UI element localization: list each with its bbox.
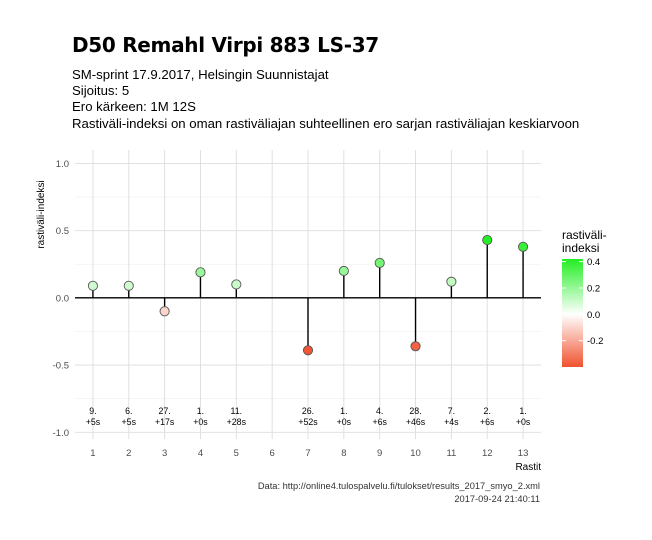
legend-colorbar [562, 259, 583, 367]
diff-label: +5s [86, 417, 101, 427]
x-tick-label: 9 [377, 448, 382, 459]
diff-label: +52s [298, 417, 318, 427]
point-1 [87, 280, 98, 291]
caption-source: Data: http://online4.tulospalvelu.fi/tul… [257, 481, 540, 491]
grid [75, 150, 541, 439]
y-axis-title: rastiväli-indeksi [36, 180, 47, 248]
x-tick-label: 5 [234, 448, 239, 459]
point-9 [374, 257, 385, 268]
rank-label: 6. [125, 406, 132, 416]
rank-label: 27. [158, 406, 170, 416]
subtitle-line-description: Rastiväli-indeksi on oman rastiväliajan … [72, 115, 580, 131]
y-tick-label: 1.0 [56, 159, 69, 170]
x-axis-title: Rastit [515, 462, 541, 473]
legend-tick-label: 0.0 [587, 310, 600, 321]
rank-label: 28. [409, 406, 421, 416]
diff-label: +6s [372, 417, 387, 427]
legend-title: indeksi [562, 241, 599, 255]
diff-label: +46s [406, 417, 426, 427]
x-tick-label: 13 [518, 448, 529, 459]
rank-label: 1. [340, 406, 347, 416]
rank-label: 2. [484, 406, 491, 416]
y-tick-label: 0.0 [56, 293, 69, 304]
x-tick-label: 8 [341, 448, 346, 459]
x-tick-label: 7 [305, 448, 310, 459]
legend-tick-label: -0.2 [587, 336, 603, 347]
rank-label: 4. [376, 406, 383, 416]
point-7 [302, 345, 314, 356]
subtitle-line-event: SM-sprint 17.9.2017, Helsingin Suunnista… [72, 67, 329, 82]
rank-label: 11. [231, 406, 243, 416]
y-tick-label: 0.5 [56, 226, 69, 237]
point-4 [195, 267, 206, 278]
legend-tick-label: 0.4 [587, 257, 600, 268]
x-tick-label: 12 [482, 448, 493, 459]
diff-label: +4s [444, 417, 459, 427]
diff-label: +0s [193, 417, 208, 427]
diff-label: +28s [227, 417, 247, 427]
rank-label: 26. [302, 406, 314, 416]
point-3 [159, 306, 170, 317]
x-tick-label: 6 [270, 448, 275, 459]
point-labels: 9.+5s6.+5s27.+17s1.+0s11.+28s26.+52s1.+0… [86, 406, 531, 427]
chart-caption: Data: http://online4.tulospalvelu.fi/tul… [258, 480, 540, 506]
caption-timestamp: 2017-09-24 21:40:11 [454, 494, 540, 504]
legend-title: rastiväli- [562, 228, 607, 242]
data-marks [87, 235, 529, 356]
legend-tick-label: 0.2 [587, 283, 600, 294]
x-tick-label: 1 [90, 448, 95, 459]
chart-subtitle: SM-sprint 17.9.2017, Helsingin Suunnista… [72, 67, 579, 132]
point-10 [410, 341, 421, 352]
rank-label: 7. [448, 406, 455, 416]
point-8 [338, 265, 349, 277]
rank-label: 1. [519, 406, 526, 416]
diff-label: +0s [337, 417, 352, 427]
diff-label: +0s [516, 417, 531, 427]
x-tick-label: 3 [162, 448, 167, 459]
color-legend: rastiväli-indeksi 0.4 0.2 0.0 -0.2 [562, 228, 607, 367]
y-tick-label: -0.5 [53, 361, 69, 372]
x-tick-label: 2 [126, 448, 131, 459]
point-5 [231, 279, 242, 290]
diff-label: +5s [122, 417, 137, 427]
subtitle-line-rank: Sijoitus: 5 [72, 83, 130, 99]
y-tick-label: -1.0 [53, 428, 69, 439]
subtitle-line-gap: Ero kärkeen: 1M 12S [72, 99, 196, 115]
rank-label: 1. [197, 406, 204, 416]
point-13 [518, 241, 529, 252]
x-tick-label: 4 [198, 448, 203, 459]
x-tick-label: 10 [410, 448, 421, 459]
point-11 [446, 276, 457, 287]
diff-label: +17s [155, 417, 175, 427]
axes: 1.00.50.0-0.5-1.01 2 3 4 5 6 7 8 9 10 11 12 13Rastit… [36, 159, 541, 473]
rank-label: 9. [89, 406, 96, 416]
point-12 [482, 235, 493, 246]
point-2 [123, 280, 134, 291]
chart-title: D50 Remahl Virpi 883 LS-37 [72, 33, 379, 57]
diff-label: +6s [480, 417, 495, 427]
x-tick-label: 11 [446, 448, 456, 459]
